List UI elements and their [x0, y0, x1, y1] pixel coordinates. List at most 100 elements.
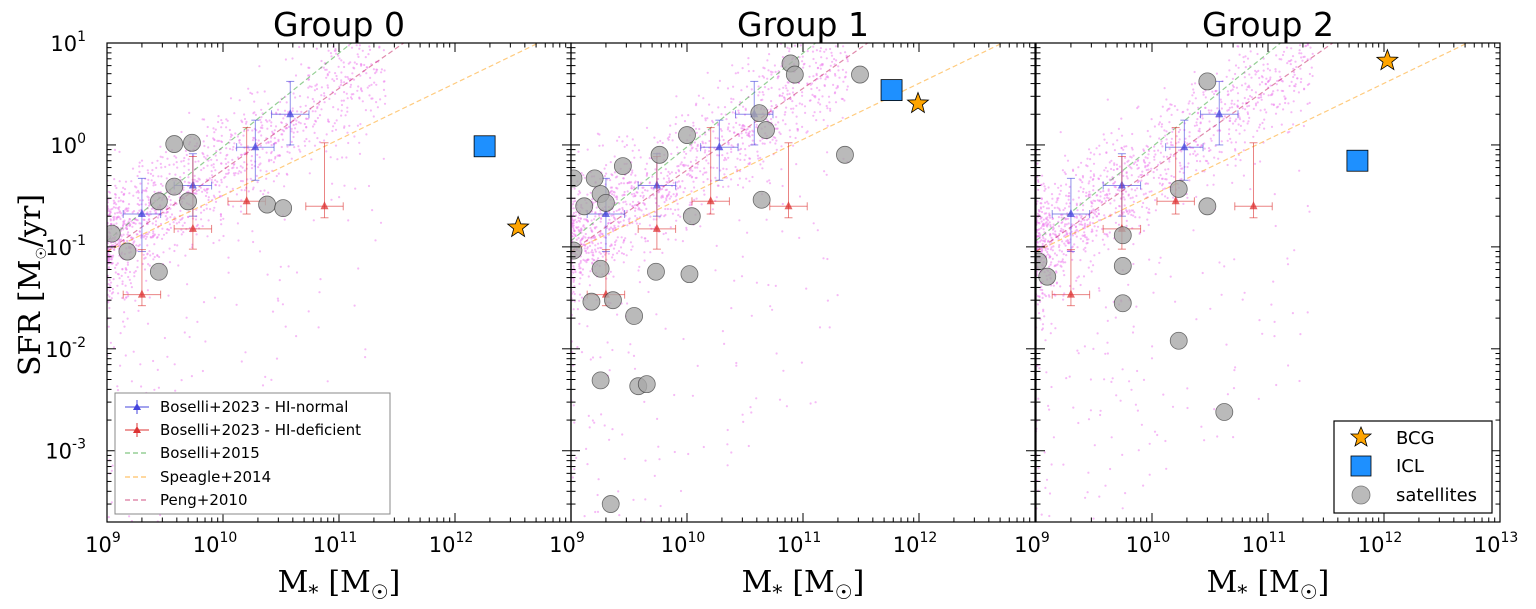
field-galaxy-point	[659, 139, 662, 143]
field-galaxy-point	[1172, 154, 1175, 158]
field-galaxy-point	[833, 72, 837, 76]
field-galaxy-point	[114, 271, 117, 274]
field-galaxy-point	[574, 218, 577, 221]
field-galaxy-point	[364, 356, 367, 359]
field-galaxy-point	[220, 162, 223, 165]
field-galaxy-point	[586, 325, 589, 328]
field-galaxy-point	[1157, 123, 1160, 126]
field-galaxy-point	[118, 150, 121, 153]
field-galaxy-point	[1104, 306, 1107, 309]
field-galaxy-point	[1159, 151, 1162, 154]
field-galaxy-point	[685, 228, 688, 231]
field-galaxy-point	[342, 99, 345, 102]
field-galaxy-point	[1046, 253, 1049, 256]
field-galaxy-point	[1247, 120, 1250, 123]
field-galaxy-point	[1089, 151, 1092, 154]
field-galaxy-point	[607, 222, 610, 225]
field-galaxy-point	[207, 219, 210, 222]
field-galaxy-point	[1166, 142, 1169, 145]
field-galaxy-point	[1094, 213, 1097, 216]
field-galaxy-point	[1065, 223, 1068, 226]
field-galaxy-point	[1094, 199, 1097, 203]
field-galaxy-point	[361, 100, 364, 103]
field-galaxy-point	[1144, 166, 1147, 169]
field-galaxy-point	[361, 49, 364, 52]
field-galaxy-point	[1155, 168, 1159, 171]
field-galaxy-point	[1308, 101, 1311, 104]
field-galaxy-point	[339, 83, 343, 86]
satellite-point	[650, 145, 669, 164]
field-galaxy-point	[718, 79, 722, 82]
field-galaxy-point	[187, 215, 190, 219]
field-galaxy-point	[629, 241, 633, 244]
field-galaxy-point	[1163, 187, 1167, 190]
field-galaxy-point	[308, 74, 311, 77]
field-galaxy-point	[596, 510, 600, 513]
field-galaxy-point	[843, 99, 846, 102]
field-galaxy-point	[183, 221, 186, 224]
field-galaxy-point	[574, 200, 577, 203]
field-galaxy-point	[704, 149, 707, 152]
field-galaxy-point	[204, 189, 207, 192]
field-galaxy-point	[641, 191, 644, 194]
field-galaxy-point	[593, 526, 595, 528]
field-galaxy-point	[298, 148, 301, 151]
field-galaxy-point	[575, 238, 578, 241]
field-galaxy-point	[786, 89, 789, 92]
field-galaxy-point	[1263, 118, 1266, 121]
field-galaxy-point	[708, 150, 711, 153]
field-galaxy-point	[143, 268, 147, 271]
field-galaxy-point	[1036, 295, 1039, 298]
field-galaxy-point	[572, 211, 576, 215]
field-galaxy-point	[147, 196, 150, 199]
field-galaxy-point	[1099, 409, 1102, 412]
field-galaxy-point	[1308, 210, 1311, 213]
field-galaxy-point	[220, 134, 223, 137]
field-galaxy-point	[618, 183, 621, 186]
field-galaxy-point	[645, 207, 648, 210]
field-galaxy-point	[184, 254, 187, 257]
field-galaxy-point	[1199, 160, 1202, 163]
field-galaxy-point	[674, 171, 678, 174]
field-galaxy-point	[1052, 436, 1055, 439]
bcg-point	[506, 215, 530, 238]
field-galaxy-point	[1129, 155, 1132, 158]
field-galaxy-point	[1092, 184, 1095, 188]
field-galaxy-point	[1133, 211, 1136, 214]
field-galaxy-point	[1142, 484, 1145, 487]
field-galaxy-point	[620, 182, 623, 185]
x-tick-label: 109	[85, 530, 121, 557]
field-galaxy-point	[715, 196, 718, 199]
field-galaxy-point	[1177, 149, 1181, 152]
field-galaxy-point	[594, 235, 597, 238]
field-galaxy-point	[1153, 430, 1157, 433]
field-galaxy-point	[316, 116, 319, 120]
field-galaxy-point	[1152, 176, 1155, 179]
hi-deficient-point-3	[1234, 142, 1273, 219]
field-galaxy-point	[1202, 155, 1205, 158]
satellite-point	[118, 242, 137, 261]
field-galaxy-point	[125, 207, 128, 210]
field-galaxy-point	[657, 204, 661, 208]
field-galaxy-point	[220, 178, 223, 181]
field-galaxy-point	[1126, 160, 1129, 163]
field-galaxy-point	[112, 219, 115, 222]
field-galaxy-point	[270, 159, 273, 162]
field-galaxy-point	[1084, 246, 1087, 249]
field-galaxy-point	[1151, 345, 1154, 348]
field-galaxy-point	[288, 151, 291, 154]
field-galaxy-point	[261, 126, 264, 130]
field-galaxy-point	[247, 129, 250, 132]
field-galaxy-point	[334, 72, 337, 75]
field-galaxy-point	[1066, 159, 1070, 162]
field-galaxy-point	[1258, 123, 1262, 126]
field-galaxy-point	[786, 93, 789, 96]
field-galaxy-point	[1110, 436, 1113, 439]
field-galaxy-point	[278, 154, 282, 157]
field-galaxy-point	[1146, 164, 1149, 168]
field-galaxy-point	[121, 543, 123, 545]
field-galaxy-point	[572, 228, 575, 231]
field-galaxy-point	[166, 157, 169, 160]
field-galaxy-point	[1056, 206, 1059, 209]
satellite-point	[149, 192, 168, 211]
